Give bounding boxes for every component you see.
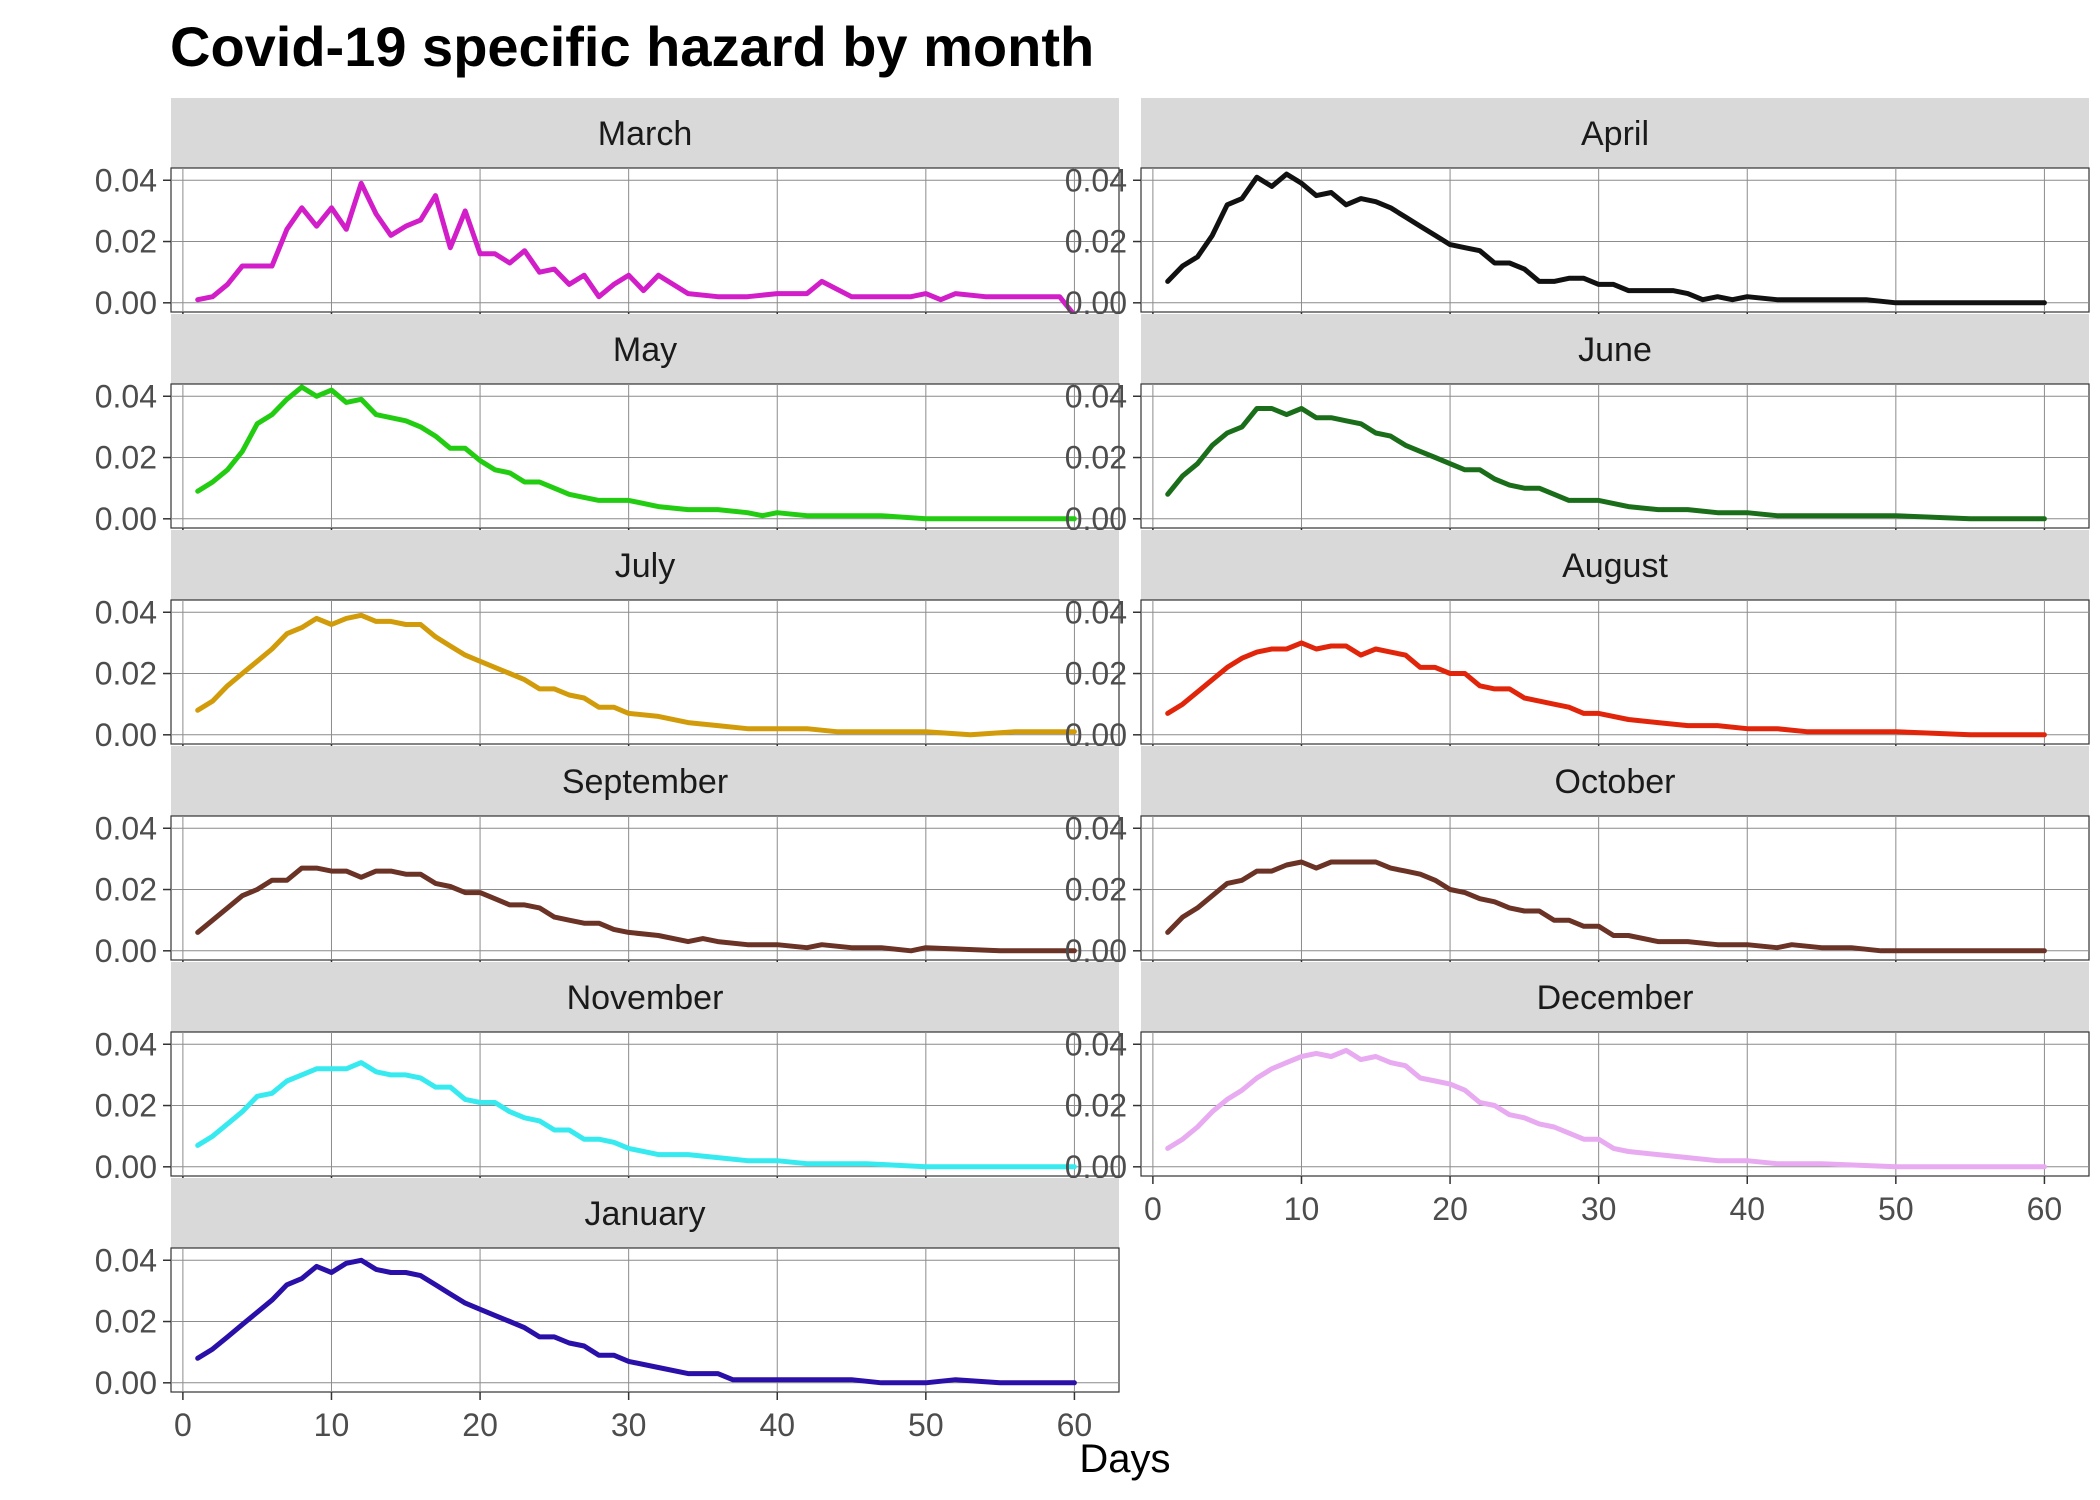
panel-april: [1140, 167, 2090, 313]
panel-may: [170, 383, 1120, 529]
x-tick-label: 60: [2027, 1191, 2063, 1227]
panel-december: [1140, 1031, 2090, 1177]
series-line-december: [1165, 1047, 2047, 1170]
y-tick-label: 0.04: [95, 594, 157, 630]
facet-strip-april: [1141, 98, 2089, 168]
y-tick-label: 0.04: [95, 1026, 157, 1062]
panel-august: [1140, 599, 2090, 745]
y-tick-label: 0.04: [1065, 594, 1127, 630]
y-tick-label: 0.04: [95, 162, 157, 198]
y-tick-label: 0.04: [95, 378, 157, 414]
facet-label-december: December: [1537, 979, 1694, 1017]
y-tick-label: 0.02: [95, 1088, 157, 1124]
x-tick-label: 0: [1144, 1191, 1162, 1227]
series-line-october: [1165, 859, 2047, 954]
facet-label-may: May: [613, 331, 677, 369]
facet-strip-march: [171, 98, 1119, 168]
y-tick-label: 0.04: [95, 810, 157, 846]
facet-label-april: April: [1581, 115, 1649, 153]
x-tick-label: 50: [908, 1407, 944, 1443]
panel-september: [170, 815, 1120, 961]
facet-label-march: March: [598, 115, 692, 153]
panel-october: [1140, 815, 2090, 961]
facet-label-january: January: [585, 1195, 706, 1233]
facet-label-september: September: [562, 763, 728, 801]
x-tick-label: 10: [1284, 1191, 1320, 1227]
x-tick-label: 30: [1581, 1191, 1617, 1227]
y-tick-label: 0.00: [95, 1365, 157, 1401]
y-tick-label: 0.00: [95, 1149, 157, 1185]
series-line-april: [1165, 171, 2047, 306]
facet-strip-july: [171, 530, 1119, 600]
x-tick-label: 30: [611, 1407, 647, 1443]
y-tick-label: 0.02: [1065, 1088, 1127, 1124]
y-tick-label: 0.02: [95, 872, 157, 908]
y-tick-label: 0.02: [1065, 656, 1127, 692]
facet-label-july: July: [615, 547, 675, 585]
y-tick-label: 0.00: [95, 285, 157, 321]
y-tick-label: 0.02: [1065, 224, 1127, 260]
series-line-september: [195, 865, 1077, 954]
series-line-july: [195, 612, 1077, 738]
x-tick-label: 50: [1878, 1191, 1914, 1227]
x-tick-label: 10: [314, 1407, 350, 1443]
series-line-january: [195, 1257, 1077, 1386]
x-tick-label: 60: [1057, 1407, 1093, 1443]
y-tick-label: 0.02: [1065, 872, 1127, 908]
y-tick-label: 0.02: [95, 440, 157, 476]
x-tick-label: 20: [1432, 1191, 1468, 1227]
series-line-may: [195, 384, 1077, 522]
facet-strip-november: [171, 962, 1119, 1032]
chart-title: Covid-19 specific hazard by month: [170, 15, 1095, 78]
y-tick-label: 0.00: [95, 501, 157, 537]
x-tick-label: 40: [1729, 1191, 1765, 1227]
y-tick-label: 0.02: [95, 224, 157, 260]
facet-label-november: November: [567, 979, 724, 1017]
y-tick-label: 0.00: [95, 933, 157, 969]
series-line-june: [1165, 406, 2047, 522]
x-tick-label: 20: [462, 1407, 498, 1443]
y-tick-label: 0.04: [1065, 810, 1127, 846]
x-tick-label: 0: [174, 1407, 192, 1443]
y-tick-label: 0.04: [95, 1242, 157, 1278]
facet-strip-october: [1141, 746, 2089, 816]
series-line-november: [195, 1060, 1077, 1170]
series-line-march: [195, 180, 1077, 318]
y-tick-label: 0.04: [1065, 378, 1127, 414]
y-tick-label: 0.04: [1065, 162, 1127, 198]
x-axis-title: Days: [1079, 1437, 1170, 1481]
facet-strip-june: [1141, 314, 2089, 384]
panel-june: [1140, 383, 2090, 529]
y-tick-label: 0.02: [95, 656, 157, 692]
x-tick-label: 40: [759, 1407, 795, 1443]
facet-strip-august: [1141, 530, 2089, 600]
facet-strip-january: [171, 1178, 1119, 1248]
facet-strip-december: [1141, 962, 2089, 1032]
series-line-august: [1165, 640, 2047, 738]
y-tick-label: 0.00: [95, 717, 157, 753]
facet-strip-may: [171, 314, 1119, 384]
facet-label-june: June: [1578, 331, 1652, 369]
y-tick-label: 0.04: [1065, 1026, 1127, 1062]
y-tick-label: 0.02: [95, 1304, 157, 1340]
facet-strip-september: [171, 746, 1119, 816]
facet-label-august: August: [1562, 547, 1668, 585]
y-tick-label: 0.02: [1065, 440, 1127, 476]
panel-november: [170, 1031, 1120, 1177]
facet-label-october: October: [1555, 763, 1676, 801]
